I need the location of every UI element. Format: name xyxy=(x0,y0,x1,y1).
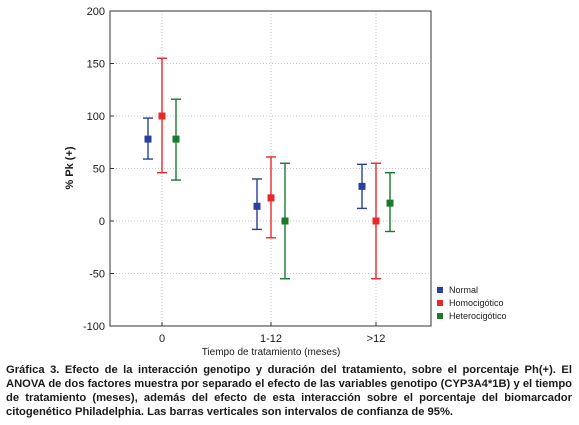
data-point xyxy=(267,194,275,202)
y-tick-label: -50 xyxy=(89,269,105,281)
chart: -100 -50 0 50 100 150 200 0 1-12 >12 % Pk (+) Ti… xyxy=(64,6,507,358)
legend-label: Homocigótico xyxy=(449,298,504,308)
data-point xyxy=(158,112,166,120)
legend-marker xyxy=(437,300,443,306)
x-tick-label: >12 xyxy=(367,333,386,345)
x-axis-label: Tiempo de tratamiento (meses) xyxy=(202,347,341,358)
y-axis: -100 -50 0 50 100 150 200 xyxy=(83,6,114,333)
data-point xyxy=(372,217,380,225)
figure-caption: Gráfica 3. Efecto de la interacción geno… xyxy=(6,364,572,418)
y-tick-label: 100 xyxy=(87,111,105,123)
data-point xyxy=(144,135,152,143)
series-Normal xyxy=(143,117,367,231)
data-point xyxy=(281,217,289,225)
y-tick-label: 0 xyxy=(99,216,105,228)
x-tick-label: 0 xyxy=(159,333,165,345)
x-axis: 0 1-12 >12 xyxy=(159,322,385,345)
y-axis-label: % Pk (+) xyxy=(64,146,76,189)
legend-label: Normal xyxy=(449,285,478,295)
legend: Normal Homocigótico Heterocigótico xyxy=(437,285,507,321)
legend-marker xyxy=(437,287,443,293)
legend-label: Heterocigótico xyxy=(449,311,507,321)
data-point xyxy=(386,199,394,207)
y-tick-label: 200 xyxy=(87,6,105,18)
series-Homocigótico xyxy=(157,57,381,280)
y-tick-label: 150 xyxy=(87,59,105,71)
y-tick-label: 50 xyxy=(93,164,105,176)
legend-marker xyxy=(437,313,443,319)
data-point xyxy=(253,202,261,210)
x-tick-label: 1-12 xyxy=(260,333,282,345)
series-Heterocigótico xyxy=(171,98,395,280)
series-group xyxy=(143,57,395,280)
data-point xyxy=(358,182,366,190)
y-tick-label: -100 xyxy=(83,321,105,333)
data-point xyxy=(172,135,180,143)
